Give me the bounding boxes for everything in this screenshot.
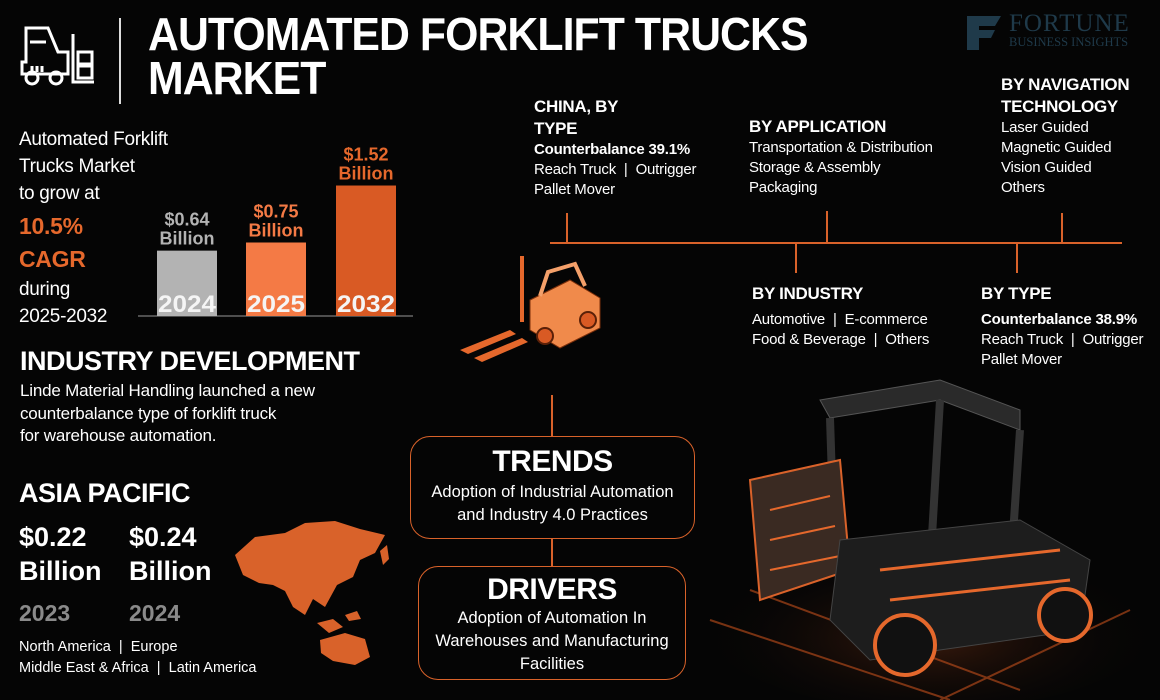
segment-item: Transportation & Distribution [749, 139, 933, 156]
asia-pacific-heading: ASIA PACIFIC [19, 478, 191, 508]
segment-heading: BY NAVIGATION [1001, 75, 1130, 94]
fortune-logo: FORTUNE BUSINESS INSIGHTS [965, 10, 1155, 54]
intro-line: to grow at [19, 183, 100, 204]
segment-heading: BY APPLICATION [749, 117, 887, 136]
cagr-label: CAGR [19, 246, 86, 272]
segment-item: Vision Guided [1001, 159, 1092, 176]
segment-heading: CHINA, BY [534, 97, 619, 116]
drivers-heading: DRIVERS [487, 573, 617, 606]
segment-heading: BY INDUSTRY [752, 284, 863, 303]
title-line-1: AUTOMATED FORKLIFT TRUCKS [148, 8, 809, 60]
bar-category-label: 2025 [247, 291, 305, 318]
segment-item: Laser Guided [1001, 119, 1089, 136]
value-unit: Billion [129, 556, 212, 586]
bar-value-label: $1.52 [343, 145, 388, 165]
industry-development: INDUSTRY DEVELOPMENT Linde Material Hand… [20, 346, 360, 448]
page-title: AUTOMATED FORKLIFT TRUCKS MARKET [148, 8, 809, 104]
segment-timeline [550, 242, 1122, 244]
region-line: Middle East & Africa | Latin America [19, 660, 257, 676]
market-size-bar-chart: $0.64Billion2024$0.75Billion2025$1.52Bil… [138, 145, 413, 318]
industry-development-text: counterbalance type of forklift truck [20, 403, 277, 423]
segment-item: Others [1001, 179, 1045, 196]
value-amount: $0.24 [129, 522, 197, 552]
industry-development-text: Linde Material Handling launched a new [20, 381, 315, 400]
segment-by-application: BY APPLICATION Transportation & Distribu… [749, 116, 933, 198]
segment-item: Automotive | E-commerce [752, 311, 928, 328]
segment-item: Pallet Mover [534, 181, 615, 198]
autonomous-forklift-illustration [700, 379, 1160, 700]
segment-by-type: BY TYPE Counterbalance 38.9% Reach Truck… [981, 283, 1143, 370]
trends-text: and Industry 4.0 Practices [457, 506, 648, 524]
segment-heading: BY TYPE [981, 284, 1052, 303]
logo-sub: BUSINESS INSIGHTS [1009, 35, 1129, 49]
other-regions: North America | Europe Middle East & Afr… [19, 637, 256, 679]
intro-line: during [19, 279, 71, 300]
segment-item: Reach Truck | Outrigger [534, 161, 697, 178]
market-intro: Automated Forklift Trucks Market to grow… [19, 126, 168, 330]
drivers-text: Adoption of Automation In [457, 609, 647, 627]
forecast-period: 2025-2032 [19, 306, 108, 327]
industry-development-heading: INDUSTRY DEVELOPMENT [20, 346, 360, 376]
header-divider [119, 18, 121, 104]
intro-line: Trucks Market [19, 156, 135, 177]
timeline-tick [826, 211, 828, 243]
bar-2032 [336, 185, 396, 316]
value-year: 2023 [19, 600, 71, 626]
bar-category-label: 2032 [337, 291, 395, 318]
region-line: North America | Europe [19, 639, 178, 655]
logo-main: FORTUNE [1009, 10, 1130, 37]
drivers-text: Facilities [519, 655, 585, 673]
bar-value-unit: Billion [339, 164, 394, 184]
value-unit: Billion [19, 556, 102, 586]
segment-heading: TYPE [534, 119, 578, 138]
segment-china-by-type: CHINA, BY TYPE Counterbalance 39.1% Reac… [534, 96, 696, 200]
title-line-2: MARKET [148, 52, 326, 104]
cagr-value: 10.5% [19, 213, 83, 239]
bar-value-label: $0.75 [253, 202, 298, 222]
timeline-tick [566, 213, 568, 243]
asia-pacific: ASIA PACIFIC [19, 478, 191, 509]
asia-pacific-value-2024: $0.24 Billion 2024 [129, 520, 212, 630]
trends-box: TRENDS Adoption of Industrial Automation… [410, 436, 695, 539]
segment-item: Pallet Mover [981, 351, 1062, 368]
bar-value-unit: Billion [249, 221, 304, 241]
segment-by-industry: BY INDUSTRY Automotive | E-commerce Food… [752, 283, 929, 350]
segment-item: Storage & Assembly [749, 159, 881, 176]
value-amount: $0.22 [19, 522, 87, 552]
value-year: 2024 [129, 600, 181, 626]
timeline-tick [795, 243, 797, 273]
asia-pacific-map [235, 521, 389, 665]
orange-forklift-illustration [460, 256, 601, 362]
bar-2025 [246, 242, 306, 316]
segment-item: Magnetic Guided [1001, 139, 1112, 156]
trends-text: Adoption of Industrial Automation [431, 483, 674, 501]
drivers-box: DRIVERS Adoption of Automation In Wareho… [418, 566, 686, 680]
trends-heading: TRENDS [492, 445, 613, 478]
drivers-text: Warehouses and Manufacturing [435, 632, 669, 650]
segment-item: Packaging [749, 179, 818, 196]
segment-item: Reach Truck | Outrigger [981, 331, 1144, 348]
timeline-tick [1016, 243, 1018, 273]
intro-line: Automated Forklift [19, 129, 168, 150]
segment-highlight: Counterbalance 38.9% [981, 311, 1138, 328]
connector-line [551, 538, 553, 567]
segment-by-navigation: BY NAVIGATION TECHNOLOGY Laser Guided Ma… [1001, 74, 1130, 198]
bar-value-unit: Billion [160, 229, 215, 249]
connector-line [551, 395, 553, 437]
asia-pacific-value-2023: $0.22 Billion 2023 [19, 520, 102, 630]
segment-heading: TECHNOLOGY [1001, 97, 1118, 116]
industry-development-text: for warehouse automation. [20, 426, 217, 445]
timeline-tick [1061, 213, 1063, 243]
bar-category-label: 2024 [158, 291, 217, 318]
bar-2024 [157, 250, 217, 316]
bar-value-label: $0.64 [164, 210, 209, 230]
forklift-icon [20, 26, 94, 86]
segment-highlight: Counterbalance 39.1% [534, 141, 691, 158]
segment-item: Food & Beverage | Others [752, 331, 930, 348]
